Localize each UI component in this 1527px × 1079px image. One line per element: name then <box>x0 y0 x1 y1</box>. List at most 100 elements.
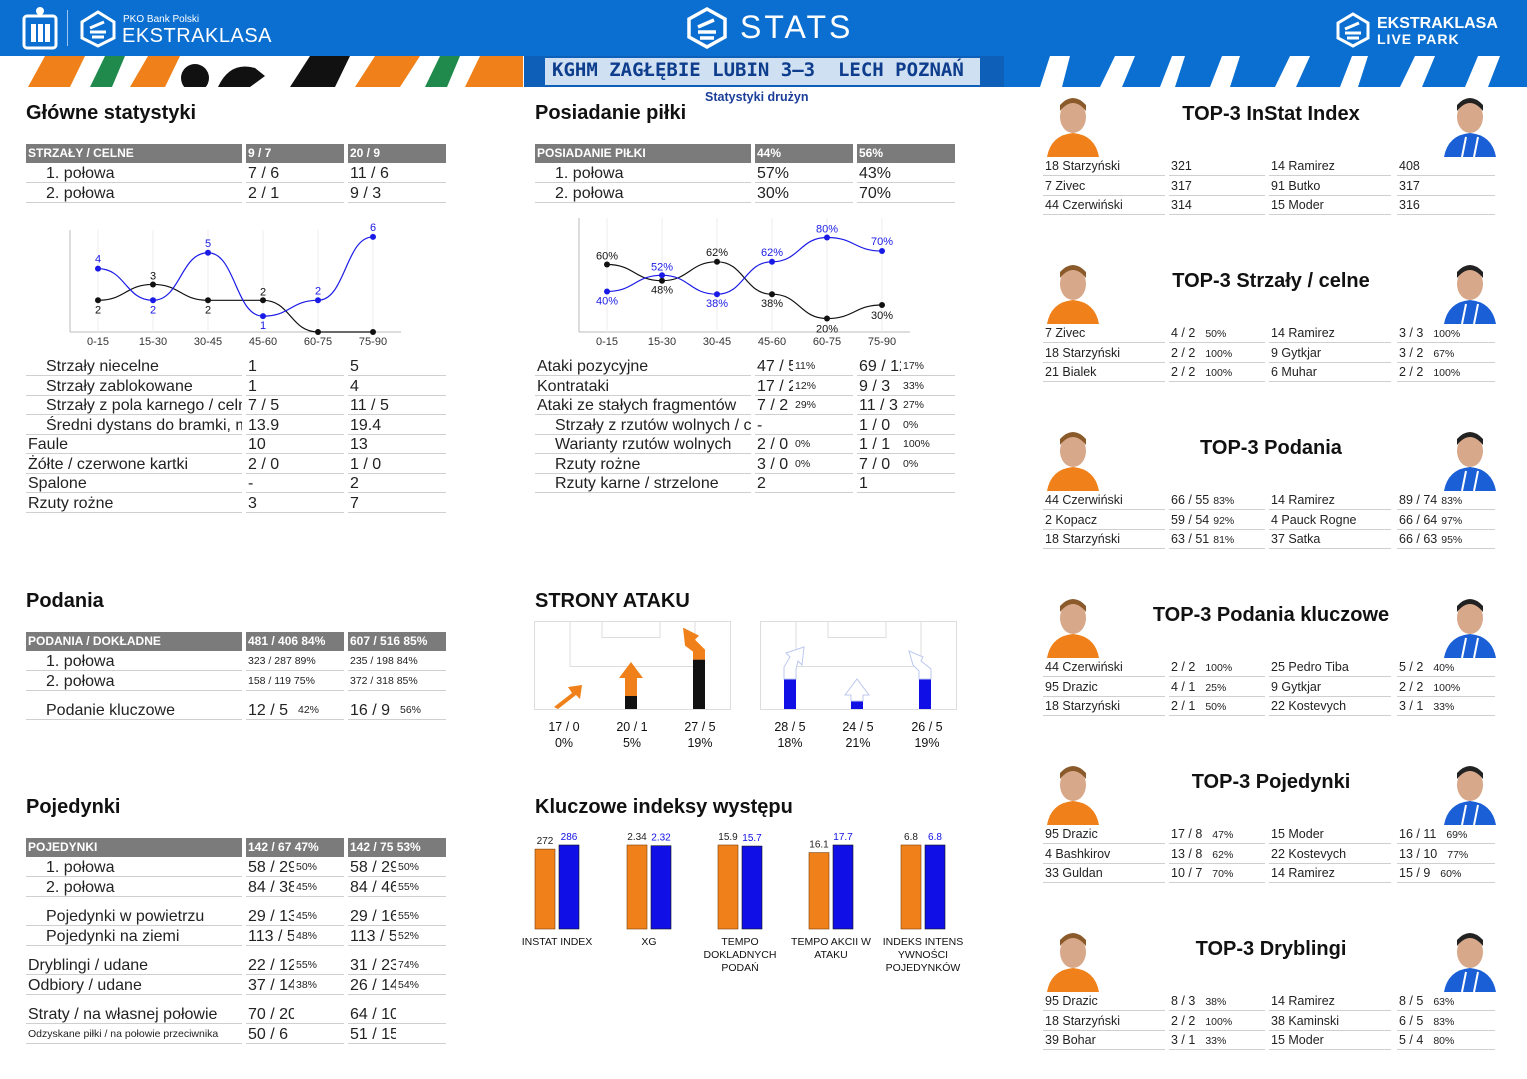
pass-row-cell: 2. połowa <box>26 672 242 691</box>
duel-row3-cell: Dryblingi / udane <box>26 956 242 975</box>
player-name: 95 Drazic <box>1043 678 1165 697</box>
duel-row2-cell: 45% <box>294 907 344 926</box>
top-row-home: 44 Czerwiński 2 / 2 100% <box>1043 658 1503 677</box>
tick-label: 45-60 <box>249 336 277 348</box>
away-attack-bar <box>784 679 796 709</box>
top-row-away: 14 Ramirez 15 / 9 60% <box>1269 864 1499 883</box>
value: 3 / 1 <box>1399 699 1424 713</box>
main-row2-cell: 1 / 0 <box>348 455 446 474</box>
duel-row-cell: 84 / 38 <box>246 879 294 897</box>
player-value: 13 / 10 77% <box>1397 845 1495 864</box>
player-value: 2 / 2 100% <box>1169 1012 1265 1031</box>
player-name: 21 Bialek <box>1043 363 1165 382</box>
value: 317 <box>1399 179 1420 193</box>
poss-row-cell: 2. połowa <box>535 184 751 203</box>
kpi-category-label: INDEKS INTENS YWNOŚCI POJEDYNKÓW <box>882 936 964 974</box>
value: 4 / 2 <box>1171 326 1196 340</box>
home-attack-attempts: 27 / 5 <box>684 720 716 734</box>
top-row-home: 18 Starzyński 321 <box>1043 157 1503 176</box>
kpi-bar-home <box>808 852 830 930</box>
top-row-away: 14 Ramirez 408 <box>1269 157 1499 176</box>
tick-label: 15-30 <box>139 336 167 348</box>
home-attack-pitch <box>534 621 731 710</box>
data-label: 80% <box>816 224 838 236</box>
top-row-away: 22 Kostevych 13 / 10 77% <box>1269 845 1499 864</box>
value: 16 / 11 <box>1399 827 1437 841</box>
top-row-home: 2 Kopacz 59 / 54 92% <box>1043 511 1503 530</box>
top-row-away: 15 Moder 316 <box>1269 196 1499 215</box>
pass-row: 2. połowa 158 / 119 75% 372 / 318 85% <box>26 672 456 691</box>
kpi-value-away: 17.7 <box>833 832 853 843</box>
duel-row-cell: 2. połowa <box>26 878 242 897</box>
duel-row4-cell: 50 / 6 <box>246 1025 294 1044</box>
poss-row2: Warianty rzutów wolnych 2 / 0 0% 1 / 1 100% <box>535 435 965 454</box>
data-label: 48% <box>651 285 673 297</box>
key-pass-row-cell: 42% <box>296 701 344 720</box>
player-name: 91 Butko <box>1269 177 1391 196</box>
poss-row2-cell: 2 / 0 <box>755 435 793 454</box>
player-value: 16 / 11 69% <box>1397 825 1495 844</box>
player-name: 7 Zivec <box>1043 177 1165 196</box>
duel-row4-cell <box>294 1005 344 1024</box>
home-player-photo <box>1047 933 1099 992</box>
percent: 100% <box>1205 348 1233 360</box>
shots-line-chart: 0-15 15-30 30-45 45-60 60-75 75-90 2 3 2 2 4 2 5 1 2 6 <box>69 222 401 348</box>
value: 5 / 2 <box>1399 660 1424 674</box>
away-attack-arrow <box>908 650 932 680</box>
data-point <box>879 302 885 308</box>
top-row-away: 6 Muhar 2 / 2 100% <box>1269 363 1499 382</box>
data-label: 4 <box>95 254 101 266</box>
value: 2 / 2 <box>1171 346 1196 360</box>
kpi-category-label: XG <box>641 936 657 948</box>
duel-row2-cell: 29 / 13 <box>246 908 294 926</box>
poss-row2-cell: 0% <box>901 455 955 474</box>
duel-row4-cell <box>294 1025 344 1044</box>
value: 314 <box>1171 198 1192 212</box>
away-attack-attempts: 26 / 5 <box>911 720 943 734</box>
poss-header: POSIADANIE PIŁKI 44% 56% <box>535 144 965 163</box>
home-attack-arrow <box>683 627 705 660</box>
percent: 63% <box>1433 996 1455 1008</box>
value: 17 / 8 <box>1171 827 1203 841</box>
value: 13 / 8 <box>1171 847 1203 861</box>
poss-row2: Strzały z rzutów wolnych / celne- 1 / 00% <box>535 416 965 435</box>
data-point <box>659 272 665 279</box>
player-name: 44 Czerwiński <box>1043 196 1165 215</box>
player-name: 22 Kostevych <box>1269 697 1391 716</box>
poss-row2-cell: 17% <box>901 357 955 376</box>
player-value: 2 / 1 50% <box>1169 697 1265 716</box>
main-row2-cell: 19.4 <box>348 416 446 435</box>
main-row2-cell: 1 <box>246 357 344 376</box>
top-row-away: 4 Pauck Rogne 66 / 64 97% <box>1269 511 1499 530</box>
player-name: 44 Czerwiński <box>1043 658 1165 677</box>
data-label: 38% <box>706 298 728 310</box>
poss-row2-cell: Rzuty karne / strzelone <box>535 474 751 493</box>
data-point <box>260 313 266 320</box>
player-value: 66 / 63 95% <box>1397 530 1495 549</box>
duel-row3-cell: Odbiory / udane <box>26 976 242 995</box>
pass-row: 1. połowa 323 / 287 89% 235 / 198 84% <box>26 652 456 671</box>
player-name: 9 Gytkjar <box>1269 344 1391 363</box>
live-park-logo-icon <box>1336 12 1370 48</box>
percent: 38% <box>1205 996 1227 1008</box>
brand-big: EKSTRAKLASA <box>122 25 273 47</box>
percent: 100% <box>1433 367 1461 379</box>
kpi-value-home: 15.9 <box>718 832 738 843</box>
top-panel-title: TOP-3 Podania <box>1200 437 1342 459</box>
player-name: 2 Kopacz <box>1043 511 1165 530</box>
kpi-value-away: 286 <box>561 832 578 843</box>
main-row2-cell: 7 <box>348 494 446 513</box>
player-name: 18 Starzyński <box>1043 344 1165 363</box>
player-name: 22 Kostevych <box>1269 845 1391 864</box>
percent: 77% <box>1447 849 1469 861</box>
data-label: 60% <box>596 251 618 263</box>
player-name: 44 Czerwiński <box>1043 491 1165 510</box>
top-row-home: 39 Bohar 3 / 1 33% <box>1043 1031 1503 1050</box>
stats-title: STATS <box>740 9 854 45</box>
poss-row2-cell: 0% <box>901 416 955 435</box>
duel-header-cell: 142 / 75 53% <box>348 838 446 857</box>
main-row2: Spalone -2 <box>26 474 456 493</box>
top-row-away: 91 Butko 317 <box>1269 177 1499 196</box>
value: 3 / 3 <box>1399 326 1424 340</box>
